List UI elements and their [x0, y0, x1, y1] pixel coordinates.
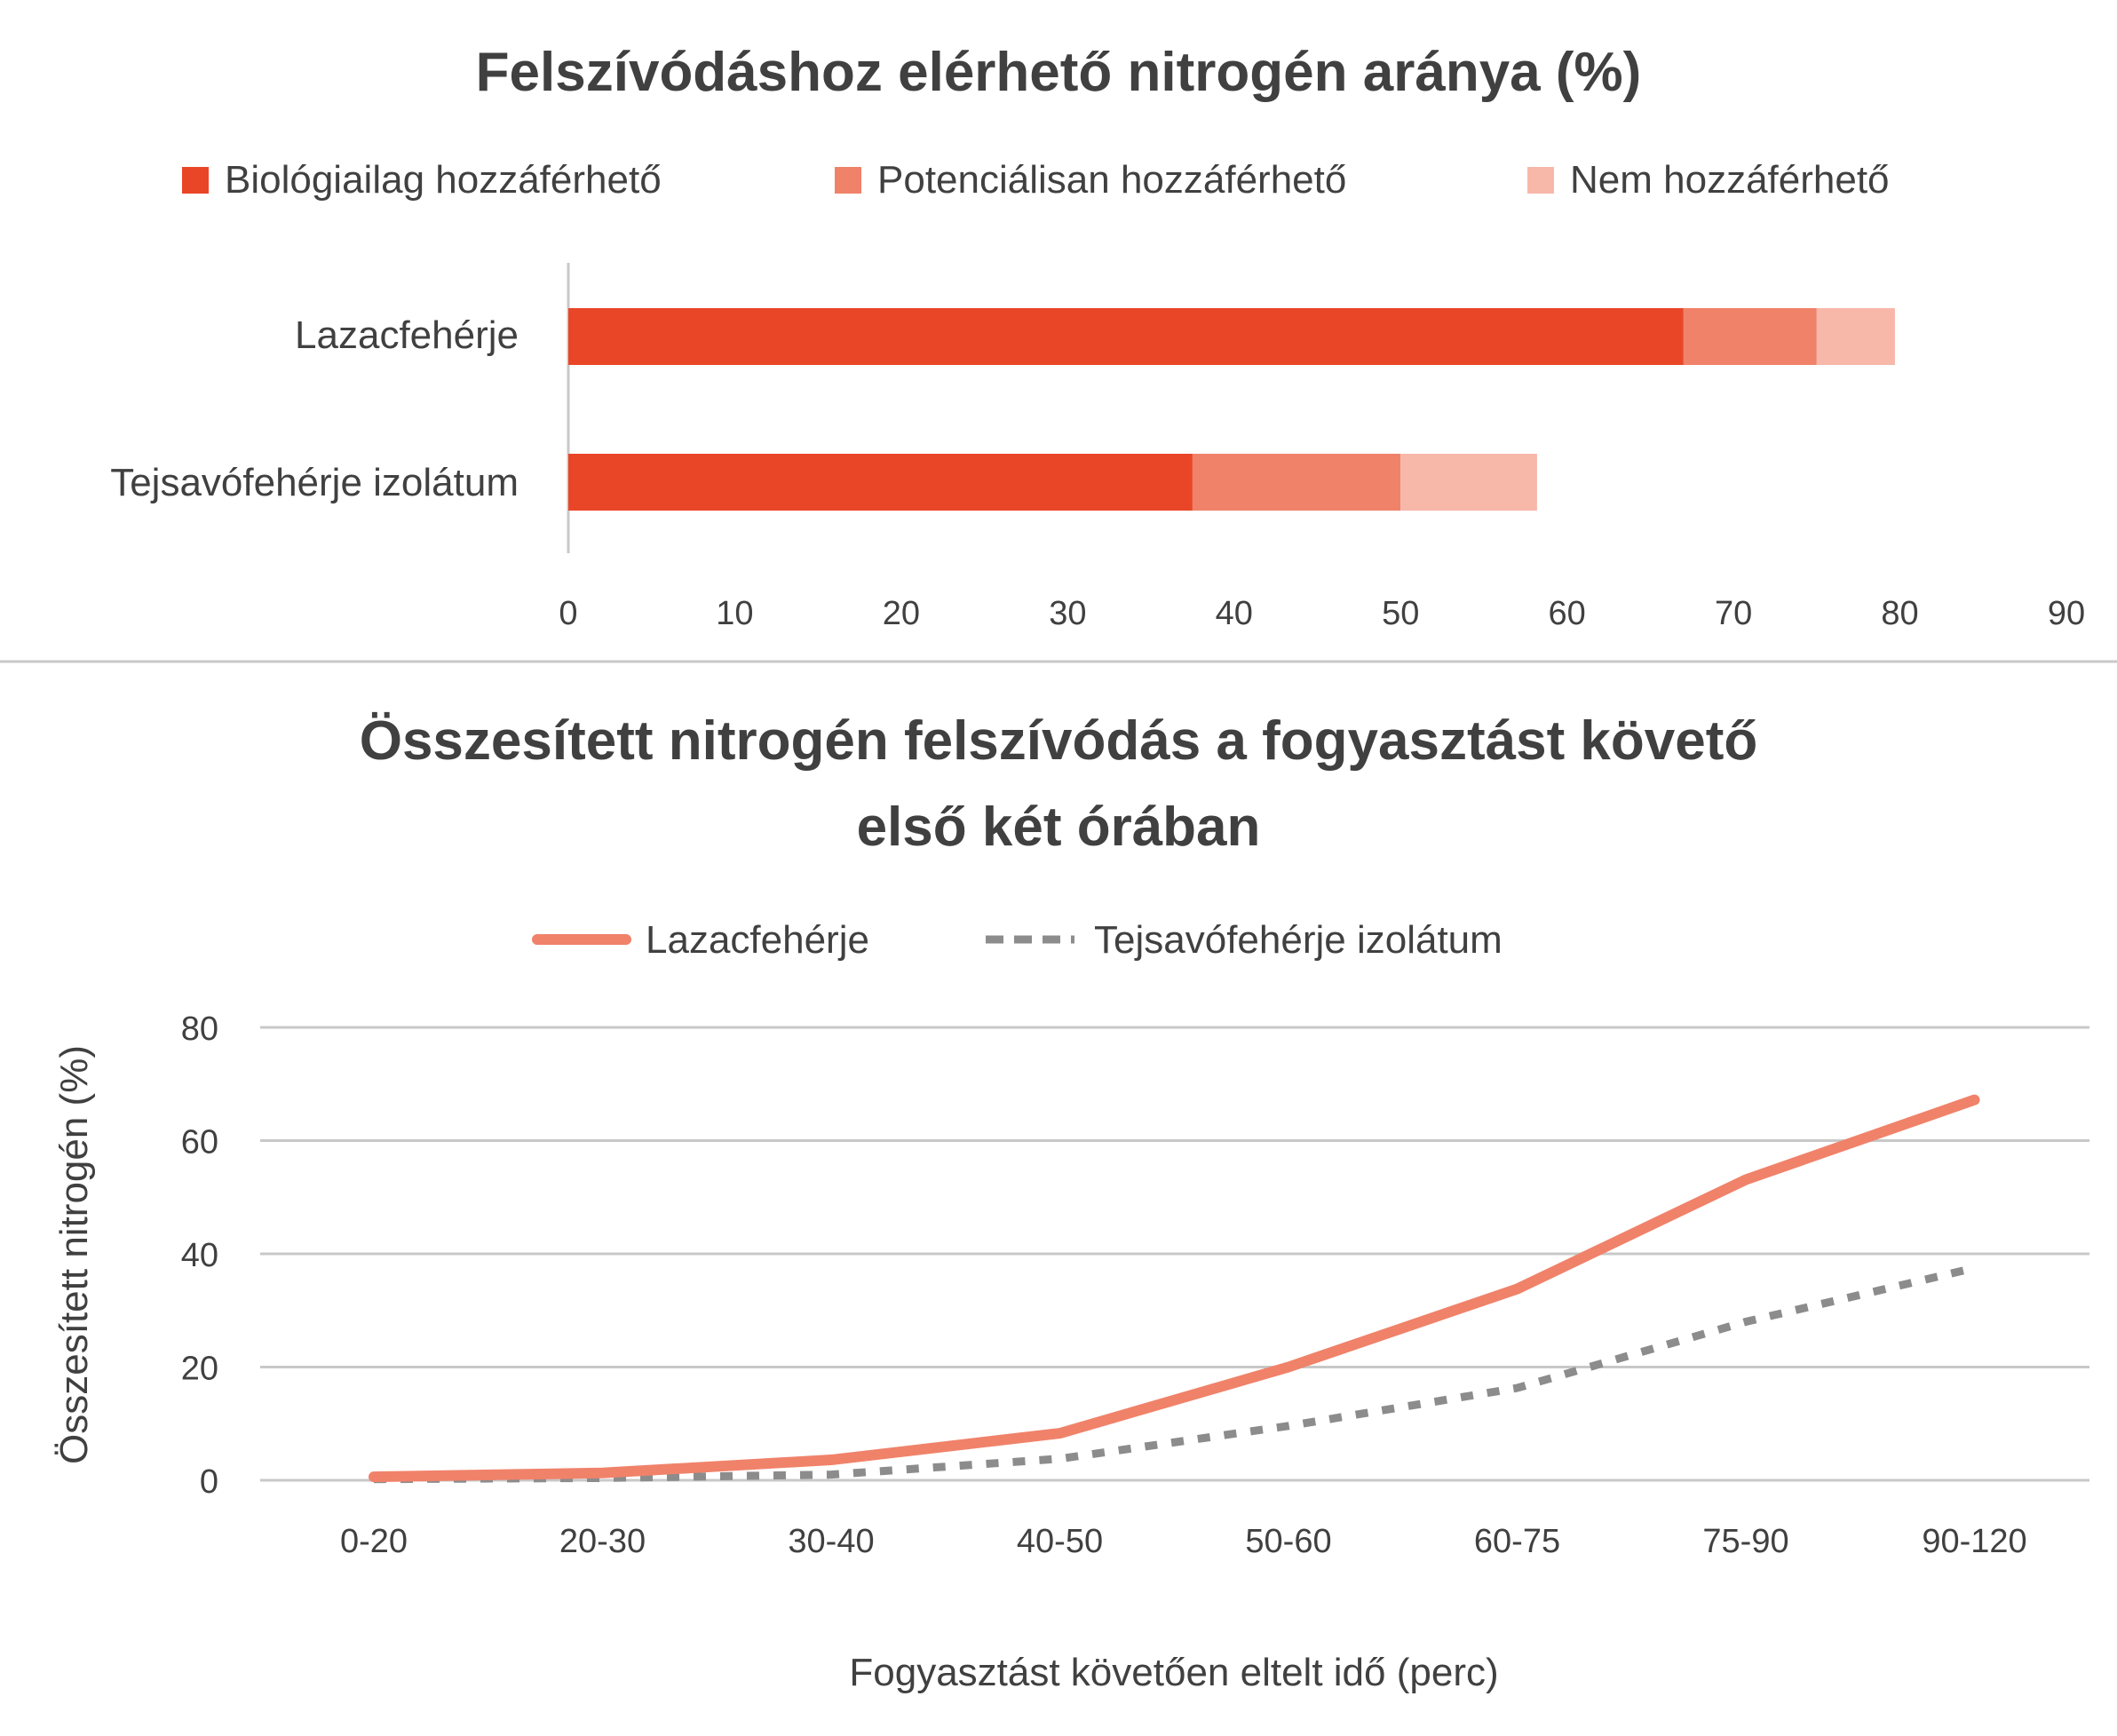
- y-tick-label: 60: [181, 1124, 218, 1161]
- line-chart: Összesített nitrogén felszívódás a fogya…: [52, 710, 2089, 1694]
- x-tick-label: 30-40: [788, 1523, 874, 1560]
- gridlines: 0 20 40 60 80: [181, 1011, 2089, 1501]
- y-axis-title: Összesített nitrogén (%): [52, 1045, 96, 1464]
- line-chart-title-line1: Összesített nitrogén felszívódás a fogya…: [360, 710, 1758, 772]
- bar-segment: [1400, 454, 1537, 511]
- legend-label: Nem hozzáférhető: [1570, 158, 1890, 202]
- legend-swatch: [835, 167, 861, 194]
- legend-swatch: [1527, 167, 1554, 194]
- x-tick-label: 40: [1216, 595, 1253, 632]
- bar-legend: Biológiailag hozzáférhető Potenciálisan h…: [182, 158, 1890, 202]
- legend-label: Tejsavófehérje izolátum: [1094, 918, 1503, 962]
- bar-chart-title: Felszívódáshoz elérhető nitrogén aránya …: [476, 42, 1642, 103]
- x-tick-label: 80: [1881, 595, 1918, 632]
- bar-segment: [568, 454, 1193, 511]
- x-tick-label: 90-120: [1922, 1523, 2026, 1560]
- bar-x-ticks: 0 10 20 30 40 50 60 70 80 90: [559, 595, 2085, 632]
- x-tick-label: 30: [1049, 595, 1086, 632]
- series-line: [373, 1264, 1976, 1484]
- bar-segment: [1816, 308, 1895, 365]
- x-tick-label: 50-60: [1245, 1523, 1331, 1560]
- bar-segment: [568, 308, 1684, 365]
- bar-category-label: Lazacfehérje: [295, 313, 519, 357]
- y-tick-label: 80: [181, 1011, 218, 1048]
- x-tick-label: 50: [1382, 595, 1419, 632]
- legend-label: Biológiailag hozzáférhető: [225, 158, 662, 202]
- legend-label: Potenciálisan hozzáférhető: [877, 158, 1346, 202]
- x-tick-label: 90: [2048, 595, 2085, 632]
- y-tick-label: 20: [181, 1351, 218, 1388]
- x-tick-label: 70: [1715, 595, 1752, 632]
- lines: [369, 1094, 1980, 1484]
- line-legend: Lazacfehérje Tejsavófehérje izolátum: [532, 918, 1503, 962]
- x-tick-label: 20: [883, 595, 920, 632]
- x-tick-label: 0-20: [340, 1523, 408, 1560]
- x-axis-title: Fogyasztást követően eltelt idő (perc): [849, 1651, 1498, 1694]
- bar-chart: Felszívódáshoz elérhető nitrogén aránya …: [110, 42, 2085, 632]
- line-chart-title-line2: első két órában: [857, 797, 1261, 858]
- x-tick-label: 0: [559, 595, 577, 632]
- x-tick-label: 60: [1549, 595, 1586, 632]
- x-tick-label: 60-75: [1474, 1523, 1560, 1560]
- bar-category-label: Tejsavófehérje izolátum: [110, 461, 519, 504]
- legend-swatch: [182, 167, 209, 194]
- x-tick-label: 10: [716, 595, 753, 632]
- y-tick-label: 40: [181, 1237, 218, 1274]
- line-x-ticks: 0-20 20-30 30-40 40-50 50-60 60-75 75-90 90-120: [340, 1523, 2027, 1560]
- legend-label: Lazacfehérje: [646, 918, 869, 962]
- x-tick-label: 75-90: [1702, 1523, 1788, 1560]
- bar-segment: [1192, 454, 1401, 511]
- x-tick-label: 40-50: [1017, 1523, 1103, 1560]
- bar-segment: [1683, 308, 1817, 365]
- bars: [568, 308, 1895, 511]
- y-tick-label: 0: [200, 1463, 218, 1501]
- series-line: [369, 1094, 1980, 1483]
- x-tick-label: 20-30: [559, 1523, 646, 1560]
